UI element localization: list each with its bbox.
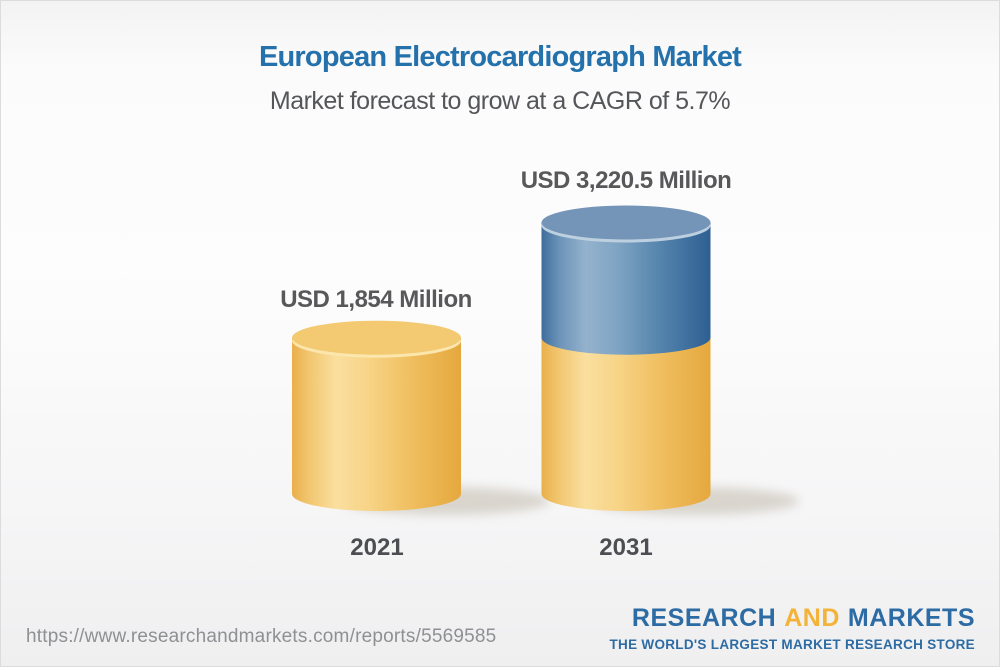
- cylinder-2021-rim-highlight: [292, 323, 461, 358]
- logo-wordmark: RESEARCH AND MARKETS: [609, 604, 975, 633]
- logo-tagline: THE WORLD'S LARGEST MARKET RESEARCH STOR…: [609, 636, 975, 652]
- category-label-2031: 2031: [599, 534, 653, 561]
- logo-word-markets: MARKETS: [847, 604, 975, 632]
- cylinder-2031-segment-growth-2021-to-2031: [541, 222, 711, 355]
- category-label-2021: 2021: [350, 534, 404, 561]
- report-url: https://www.researchandmarkets.com/repor…: [26, 626, 497, 647]
- page-title: European Electrocardiograph Market: [258, 41, 742, 73]
- cylinder-shadow-2021: [343, 487, 550, 515]
- cylinder-shadow-2031: [593, 487, 799, 515]
- logo-word-and: AND: [784, 604, 840, 632]
- cylinder-2021-segment-market-2021-base: [292, 337, 461, 511]
- cylinder-2031-rim-highlight: [541, 208, 711, 243]
- value-label-2021: USD 1,854 Million: [280, 286, 472, 313]
- cylinder-2021-top-cap: [292, 320, 461, 355]
- page-subtitle: Market forecast to grow at a CAGR of 5.7…: [269, 87, 731, 115]
- logo-word-research: RESEARCH: [631, 604, 777, 632]
- value-label-2031: USD 3,220.5 Million: [520, 167, 732, 194]
- research-and-markets-logo: RESEARCH AND MARKETS THE WORLD'S LARGEST…: [609, 604, 975, 652]
- cylinder-2031-segment-market-2021-base: [541, 337, 711, 511]
- cylinder-2031-top-cap: [541, 205, 711, 240]
